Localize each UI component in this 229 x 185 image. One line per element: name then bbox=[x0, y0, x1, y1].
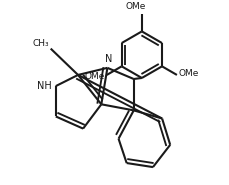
Text: N: N bbox=[105, 54, 112, 64]
Text: NH: NH bbox=[37, 81, 52, 91]
Text: OMe: OMe bbox=[179, 69, 199, 78]
Text: CH₃: CH₃ bbox=[32, 39, 49, 48]
Text: OMe: OMe bbox=[85, 73, 105, 81]
Text: OMe: OMe bbox=[125, 2, 146, 11]
